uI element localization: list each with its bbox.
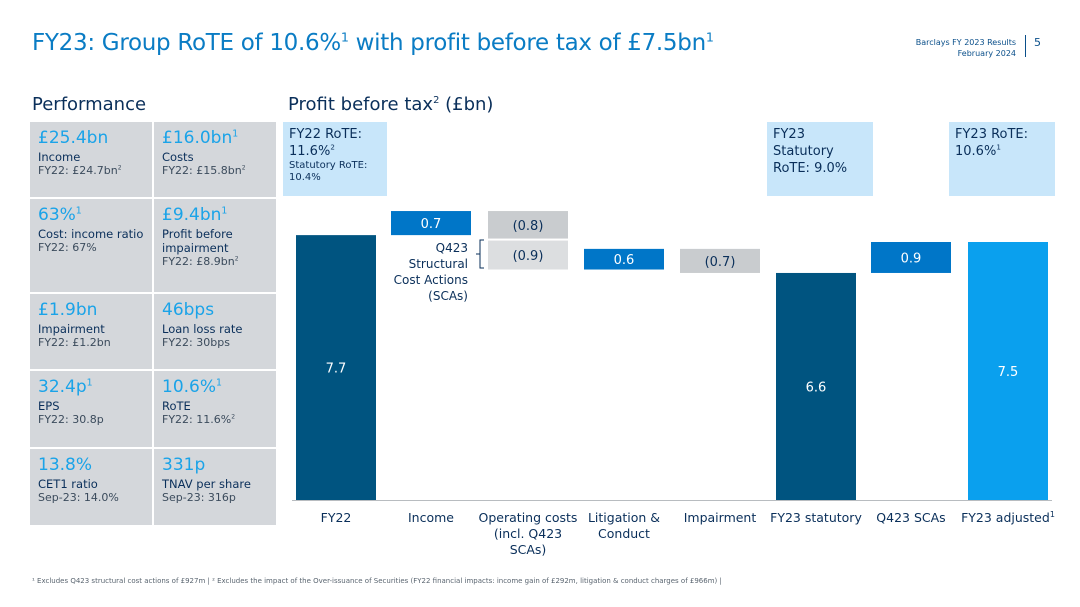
callout-fy22-small1: Statutory RoTE:: [289, 160, 368, 171]
kpi-label: RoTE: [162, 399, 191, 413]
callout-fy22-small2: 10.4%: [289, 172, 321, 183]
header-divider: [1025, 35, 1026, 57]
kpi-label: CET1 ratio: [38, 477, 98, 491]
data-label-3: (0.9): [513, 249, 544, 264]
kpi-comparison: FY22: £15.8bn2: [162, 164, 246, 177]
kpi-value: £16.0bn1: [162, 128, 239, 148]
kpi-label: Cost: income ratio: [38, 227, 144, 241]
bar-6: [776, 272, 856, 500]
kpi-value: 13.8%: [38, 455, 93, 475]
kpi-label: Profit before impairment: [162, 227, 233, 255]
kpi-value: 331p: [162, 455, 206, 475]
brand-line-date: February 2024: [957, 49, 1016, 58]
kpi-label: Loan loss rate: [162, 322, 243, 336]
kpi-label: Impairment: [38, 322, 105, 336]
data-label-6: 6.6: [806, 380, 827, 395]
category-label-4: Impairment: [684, 510, 757, 525]
bar-7: [871, 242, 951, 273]
performance-heading: Performance: [32, 94, 147, 115]
page-title: FY23: Group RoTE of 10.6%1 with profit b…: [32, 29, 714, 56]
category-label-5: FY23 statutory: [770, 510, 862, 525]
kpi-value: £9.4bn1: [162, 205, 228, 225]
callout-fy22-rote: FY22 RoTE: 11.6%2 Statutory RoTE: 10.4%: [283, 122, 387, 196]
kpi-tile: 32.4p1 EPS FY22: 30.8p: [30, 371, 152, 447]
kpi-comparison: FY22: 11.6%2: [162, 413, 236, 426]
callout-stat-line2: Statutory: [773, 144, 834, 159]
data-label-2: (0.8): [513, 219, 544, 234]
kpi-value: £25.4bn: [38, 128, 109, 148]
bar-3: [488, 240, 568, 270]
kpi-comparison: FY22: 67%: [38, 241, 97, 254]
callout-stat-line3: RoTE: 9.0%: [773, 161, 848, 176]
callout-fy22-line1: FY22 RoTE:: [289, 127, 363, 142]
callout-fy23-statutory: FY23 Statutory RoTE: 9.0%: [767, 122, 873, 196]
category-label-3: Litigation & Conduct: [588, 510, 660, 541]
callout-stat-line1: FY23: [773, 127, 805, 142]
data-label-5: (0.7): [705, 255, 736, 270]
data-label-7: 0.9: [901, 251, 922, 266]
kpi-comparison: FY22: 30bps: [162, 336, 230, 349]
kpi-comparison: FY22: £24.7bn2: [38, 164, 122, 177]
category-label-0: FY22: [321, 510, 352, 525]
brand-line-results: Barclays FY 2023 Results: [915, 38, 1016, 47]
kpi-tile: 46bps Loan loss rate FY22: 30bps: [154, 294, 276, 369]
bar-1: [391, 211, 471, 236]
kpi-value: 10.6%1: [162, 377, 222, 397]
kpi-label: EPS: [38, 399, 60, 413]
sca-annotation-line3: Cost Actions: [393, 273, 468, 287]
data-label-4: 0.6: [614, 253, 635, 268]
kpi-value: 63%1: [38, 205, 82, 225]
category-label-2: Operating costs (incl. Q423 SCAs): [479, 510, 578, 557]
kpi-tile: £25.4bn Income FY22: £24.7bn2: [30, 122, 152, 197]
callout-adj-line2: 10.6%1: [955, 142, 1001, 159]
chart-title: Profit before tax2 (£bn): [288, 94, 494, 115]
kpi-comparison: Sep-23: 14.0%: [38, 491, 119, 504]
footnote: ¹ Excludes Q423 structural cost actions …: [32, 577, 722, 585]
kpi-comparison: FY22: £1.2bn: [38, 336, 111, 349]
kpi-comparison: Sep-23: 316p: [162, 491, 236, 504]
kpi-label: Income: [38, 150, 81, 164]
bar-4: [584, 248, 664, 270]
kpi-tile: 13.8% CET1 ratio Sep-23: 14.0%: [30, 449, 152, 525]
sca-annotation-line4: (SCAs): [428, 289, 468, 303]
sca-annotation: Q423 Structural Cost Actions (SCAs): [380, 240, 468, 304]
kpi-label: Costs: [162, 150, 194, 164]
bar-2: [488, 211, 568, 239]
kpi-grid: £25.4bn Income FY22: £24.7bn2 £16.0bn1 Costs…: [30, 122, 276, 525]
page-number: 5: [1034, 36, 1041, 49]
bar-8: [968, 242, 1048, 500]
data-label-1: 0.7: [421, 217, 442, 232]
kpi-tile: £1.9bn Impairment FY22: £1.2bn: [30, 294, 152, 369]
brand-label: Barclays FY 2023 Results February 2024: [916, 37, 1016, 59]
data-label-8: 7.5: [998, 365, 1019, 380]
kpi-tile: £16.0bn1 Costs FY22: £15.8bn2: [154, 122, 276, 197]
callout-fy22-line2: 11.6%2: [289, 142, 335, 159]
kpi-value: 46bps: [162, 300, 215, 320]
kpi-comparison: FY22: 30.8p: [38, 413, 104, 426]
sca-annotation-line2: Structural: [408, 257, 468, 271]
category-label-7: FY23 adjusted1: [961, 510, 1055, 525]
kpi-comparison: FY22: £8.9bn2: [162, 255, 239, 268]
callout-adj-line1: FY23 RoTE:: [955, 127, 1029, 142]
callout-fy23-adjusted: FY23 RoTE: 10.6%1: [949, 122, 1055, 196]
kpi-tile: £9.4bn1 Profit before impairment FY22: £8.…: [154, 199, 276, 292]
sca-bracket: [476, 239, 484, 269]
category-label-6: Q423 SCAs: [876, 510, 945, 525]
kpi-value: £1.9bn: [38, 300, 98, 320]
category-label-1: Income: [408, 510, 454, 525]
bar-5: [680, 248, 760, 273]
kpi-tile: 63%1 Cost: income ratio FY22: 67%: [30, 199, 152, 292]
kpi-label: TNAV per share: [162, 477, 251, 491]
data-label-0: 7.7: [326, 362, 347, 377]
kpi-tile: 331p TNAV per share Sep-23: 316p: [154, 449, 276, 525]
kpi-tile: 10.6%1 RoTE FY22: 11.6%2: [154, 371, 276, 447]
bar-0: [296, 235, 376, 500]
sca-annotation-line1: Q423: [435, 241, 468, 255]
kpi-value: 32.4p1: [38, 377, 93, 397]
